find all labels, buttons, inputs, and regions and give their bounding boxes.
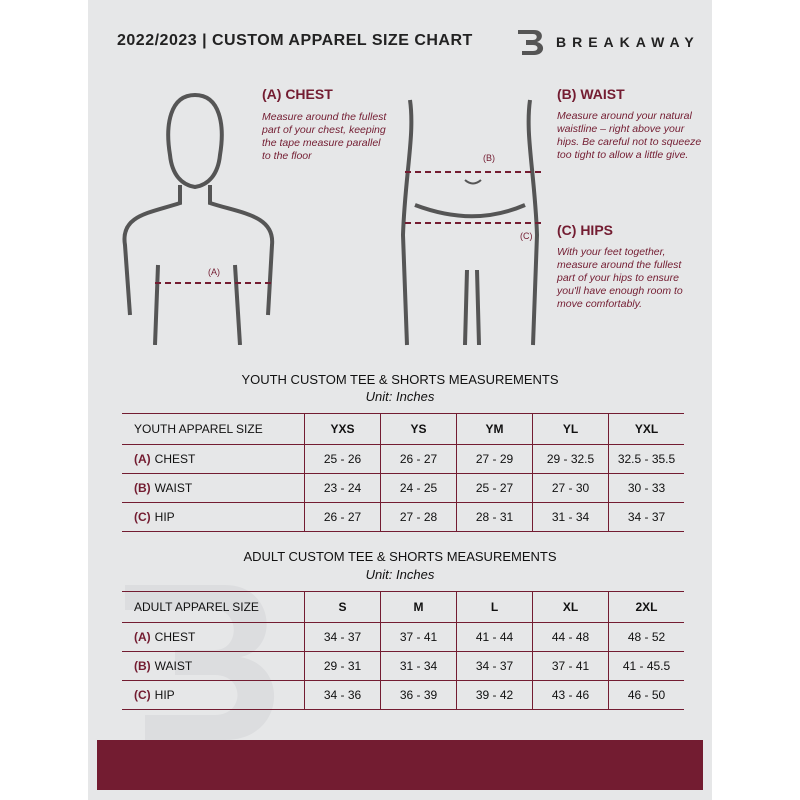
cell: 26 - 27	[304, 502, 381, 532]
cell: 34 - 36	[304, 680, 381, 710]
cell: 31 - 34	[532, 502, 609, 532]
cell: 23 - 24	[304, 473, 381, 503]
cell: 31 - 34	[380, 651, 457, 681]
table-row: (B) WAIST 23 - 24 24 - 25 25 - 27 27 - 30 30 -…	[122, 473, 684, 503]
cell: 37 - 41	[532, 651, 609, 681]
brand-name: BREAKAWAY	[556, 34, 700, 50]
waist-marker: (B)	[483, 153, 495, 163]
size-header: YS	[380, 413, 457, 445]
chest-marker: (A)	[208, 267, 220, 277]
waist-heading: (B) WAIST	[557, 86, 625, 102]
hips-heading: (C) HIPS	[557, 222, 613, 238]
size-header: YM	[456, 413, 533, 445]
upper-body-figure	[122, 92, 275, 345]
table-row: (A) CHEST 25 - 26 26 - 27 27 - 29 29 - 32.5 32…	[122, 444, 684, 474]
cell: 29 - 31	[304, 651, 381, 681]
cell: 27 - 29	[456, 444, 533, 474]
adult-table-title: ADULT CUSTOM TEE & SHORTS MEASUREMENTS	[243, 549, 557, 564]
cell: 34 - 37	[456, 651, 533, 681]
cell: 28 - 31	[456, 502, 533, 532]
cell: 48 - 52	[608, 622, 684, 652]
chest-description: Measure around the fullest part of your …	[262, 111, 387, 162]
hips-marker: (C)	[520, 231, 533, 241]
table-row: (B) WAIST 29 - 31 31 - 34 34 - 37 37 - 41 41 -…	[122, 651, 684, 681]
size-label: ADULT APPAREL SIZE	[122, 591, 305, 623]
youth-unit: Unit: Inches	[365, 389, 435, 404]
cell: 44 - 48	[532, 622, 609, 652]
page-title: 2022/2023 | CUSTOM APPAREL SIZE CHART	[117, 32, 473, 49]
adult-size-table: ADULT APPAREL SIZE S M L XL 2XL (A) CHEST…	[122, 591, 684, 710]
cell: 29 - 32.5	[532, 444, 609, 474]
footer-bar	[97, 740, 703, 790]
cell: 41 - 44	[456, 622, 533, 652]
youth-table-title: YOUTH CUSTOM TEE & SHORTS MEASUREMENTS	[241, 372, 559, 387]
table-row: (A) CHEST 34 - 37 37 - 41 41 - 44 44 - 48 48 -…	[122, 622, 684, 652]
cell: 30 - 33	[608, 473, 684, 503]
cell: 41 - 45.5	[608, 651, 684, 681]
size-header: 2XL	[608, 591, 684, 623]
cell: 32.5 - 35.5	[608, 444, 684, 474]
cell: 24 - 25	[380, 473, 457, 503]
table-row: (C) HIP 26 - 27 27 - 28 28 - 31 31 - 34 34 - 3…	[122, 502, 684, 532]
breakaway-logo-icon	[518, 30, 544, 55]
row-label: (A) CHEST	[122, 444, 305, 474]
cell: 34 - 37	[304, 622, 381, 652]
size-label: YOUTH APPAREL SIZE	[122, 413, 305, 445]
waist-description: Measure around your natural waistline – …	[557, 110, 702, 161]
size-header: YL	[532, 413, 609, 445]
table-row: (C) HIP 34 - 36 36 - 39 39 - 42 43 - 46 46 - 5…	[122, 680, 684, 710]
table-header-row: YOUTH APPAREL SIZE YXS YS YM YL YXL	[122, 413, 684, 445]
hips-description: With your feet together, measure around …	[557, 246, 683, 310]
cell: 25 - 27	[456, 473, 533, 503]
size-header: YXS	[304, 413, 381, 445]
row-label: (C) HIP	[122, 680, 305, 710]
size-header: XL	[532, 591, 609, 623]
row-label: (B) WAIST	[122, 473, 305, 503]
size-header: M	[380, 591, 457, 623]
cell: 37 - 41	[380, 622, 457, 652]
cell: 43 - 46	[532, 680, 609, 710]
cell: 46 - 50	[608, 680, 684, 710]
cell: 34 - 37	[608, 502, 684, 532]
cell: 27 - 28	[380, 502, 457, 532]
cell: 26 - 27	[380, 444, 457, 474]
cell: 27 - 30	[532, 473, 609, 503]
size-header: YXL	[608, 413, 684, 445]
size-header: L	[456, 591, 533, 623]
cell: 36 - 39	[380, 680, 457, 710]
table-header-row: ADULT APPAREL SIZE S M L XL 2XL	[122, 591, 684, 623]
row-label: (A) CHEST	[122, 622, 305, 652]
cell: 39 - 42	[456, 680, 533, 710]
row-label: (B) WAIST	[122, 651, 305, 681]
cell: 25 - 26	[304, 444, 381, 474]
size-header: S	[304, 591, 381, 623]
adult-unit: Unit: Inches	[365, 567, 435, 582]
torso-figure	[400, 99, 545, 346]
row-label: (C) HIP	[122, 502, 305, 532]
chest-heading: (A) CHEST	[262, 86, 333, 102]
youth-size-table: YOUTH APPAREL SIZE YXS YS YM YL YXL (A) C…	[122, 413, 684, 532]
